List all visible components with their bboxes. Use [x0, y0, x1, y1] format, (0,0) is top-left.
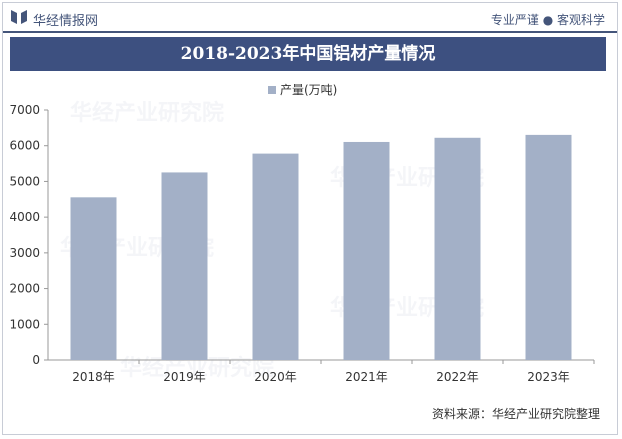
x-tick-label: 2020年 [254, 370, 297, 384]
source-note: 资料来源：华经产业研究院整理 [431, 407, 600, 421]
y-tick-label: 4000 [9, 210, 40, 224]
bar-2022年 [434, 137, 481, 360]
tagline: 专业严谨 ● 客观科学 [490, 13, 605, 27]
y-tick-label: 1000 [9, 317, 40, 331]
x-tick-label: 2018年 [72, 370, 115, 384]
y-tick-label: 2000 [9, 282, 40, 296]
legend-swatch [268, 86, 276, 94]
bar-2018年 [70, 197, 117, 360]
watermark: 华经产业研究院 [70, 101, 225, 126]
x-tick-label: 2022年 [436, 370, 479, 384]
chart-title: 2018-2023年中国铝材产量情况 [10, 37, 606, 71]
y-tick-label: 6000 [9, 139, 40, 153]
logo-icon [11, 10, 27, 24]
bar-2021年 [343, 141, 390, 360]
y-tick-label: 3000 [9, 246, 40, 260]
legend-label: 产量(万吨) [280, 83, 337, 97]
x-tick-label: 2021年 [345, 370, 388, 384]
x-tick-label: 2023年 [527, 370, 570, 384]
bar-2019年 [161, 172, 208, 360]
top-bar: 华经情报网 专业严谨 ● 客观科学 [3, 3, 617, 33]
bar-2020年 [252, 153, 299, 360]
x-tick-label: 2019年 [163, 370, 206, 384]
y-tick-label: 7000 [9, 103, 40, 117]
bar-2023年 [525, 134, 572, 360]
brand-name: 华经情报网 [33, 14, 99, 29]
y-tick-label: 0 [32, 353, 40, 367]
y-tick-label: 5000 [9, 174, 40, 188]
